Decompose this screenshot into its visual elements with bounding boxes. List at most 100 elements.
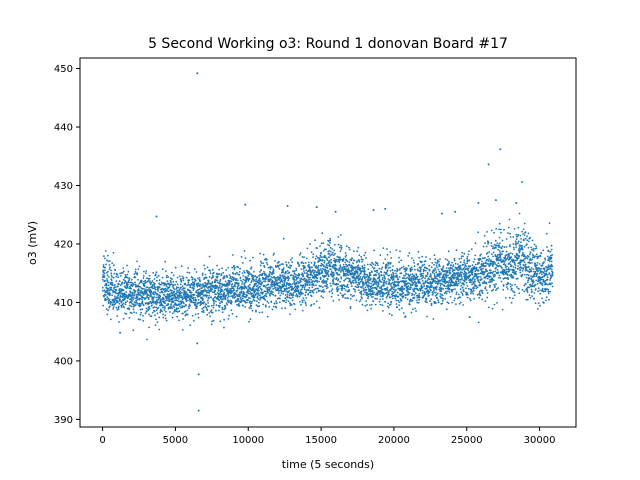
data-point (430, 304, 433, 307)
data-point (460, 285, 463, 287)
data-point (336, 286, 339, 288)
data-point (333, 277, 335, 280)
data-point (212, 274, 214, 277)
data-point (148, 274, 151, 277)
data-point (455, 249, 458, 252)
data-point (510, 264, 513, 267)
data-point (171, 289, 173, 292)
data-point (287, 261, 290, 264)
data-point (323, 248, 326, 251)
data-point (398, 276, 401, 278)
data-point (514, 266, 517, 269)
data-point (214, 296, 217, 298)
data-point (244, 301, 247, 304)
data-point (104, 266, 106, 269)
data-point (322, 242, 325, 245)
data-point (146, 286, 149, 288)
data-point (332, 300, 335, 302)
data-point (199, 283, 202, 286)
data-point (369, 274, 372, 276)
data-point (397, 299, 400, 302)
data-point (442, 269, 444, 272)
data-point (173, 288, 176, 291)
data-point (147, 308, 150, 311)
data-point (498, 264, 501, 267)
data-point (445, 308, 448, 311)
data-point (272, 268, 275, 271)
data-point (106, 274, 109, 277)
data-point (510, 287, 513, 290)
data-point (436, 292, 439, 295)
data-point (457, 271, 459, 274)
data-point (319, 289, 321, 292)
data-point (359, 277, 361, 280)
data-point (274, 286, 277, 289)
data-point (266, 288, 269, 291)
data-point (393, 290, 396, 293)
data-point (370, 296, 373, 298)
data-point (537, 269, 540, 272)
data-point (509, 263, 512, 266)
data-point (508, 296, 511, 299)
data-point (243, 293, 246, 296)
data-point (474, 263, 477, 266)
data-point (506, 288, 509, 290)
data-point (344, 293, 346, 295)
data-point (206, 283, 209, 286)
data-point (524, 231, 527, 234)
data-point (298, 273, 301, 276)
data-point (471, 271, 474, 274)
data-point (204, 267, 206, 270)
data-point (316, 256, 319, 259)
data-point (242, 278, 245, 281)
data-point (355, 281, 358, 284)
data-point (154, 286, 157, 289)
data-point (166, 280, 169, 283)
data-point (343, 279, 346, 282)
data-point (281, 281, 284, 283)
data-point (195, 271, 198, 273)
data-point (318, 269, 321, 272)
data-point (502, 259, 504, 262)
data-point (528, 277, 531, 280)
data-point (312, 256, 314, 258)
data-point (131, 300, 133, 302)
data-point (344, 274, 347, 277)
data-point (122, 289, 125, 292)
data-point (158, 279, 161, 282)
data-point (391, 294, 394, 297)
data-point (373, 267, 376, 269)
data-point (307, 263, 310, 266)
data-point (424, 266, 426, 268)
data-point (159, 301, 162, 304)
data-point (176, 286, 178, 288)
data-point (304, 294, 307, 297)
data-point (430, 298, 433, 300)
data-point (269, 294, 271, 297)
data-point (170, 294, 173, 297)
data-point (460, 291, 463, 293)
data-point (523, 245, 526, 248)
data-point (152, 291, 155, 293)
data-point (260, 288, 263, 291)
data-point (532, 249, 535, 252)
data-point (511, 253, 514, 255)
data-point (257, 289, 260, 292)
data-point (328, 290, 331, 293)
data-point (491, 260, 493, 263)
data-point (155, 309, 158, 312)
data-point (425, 297, 428, 300)
data-point (258, 274, 260, 277)
data-point (263, 280, 265, 283)
data-point (223, 308, 226, 311)
data-point (508, 270, 511, 272)
data-point (186, 313, 189, 316)
data-point (182, 279, 185, 282)
data-point (382, 262, 385, 264)
data-point (351, 257, 354, 260)
data-point (119, 294, 122, 297)
data-point (259, 260, 262, 263)
data-point (218, 272, 221, 275)
data-point (133, 273, 136, 275)
data-point (439, 273, 442, 276)
